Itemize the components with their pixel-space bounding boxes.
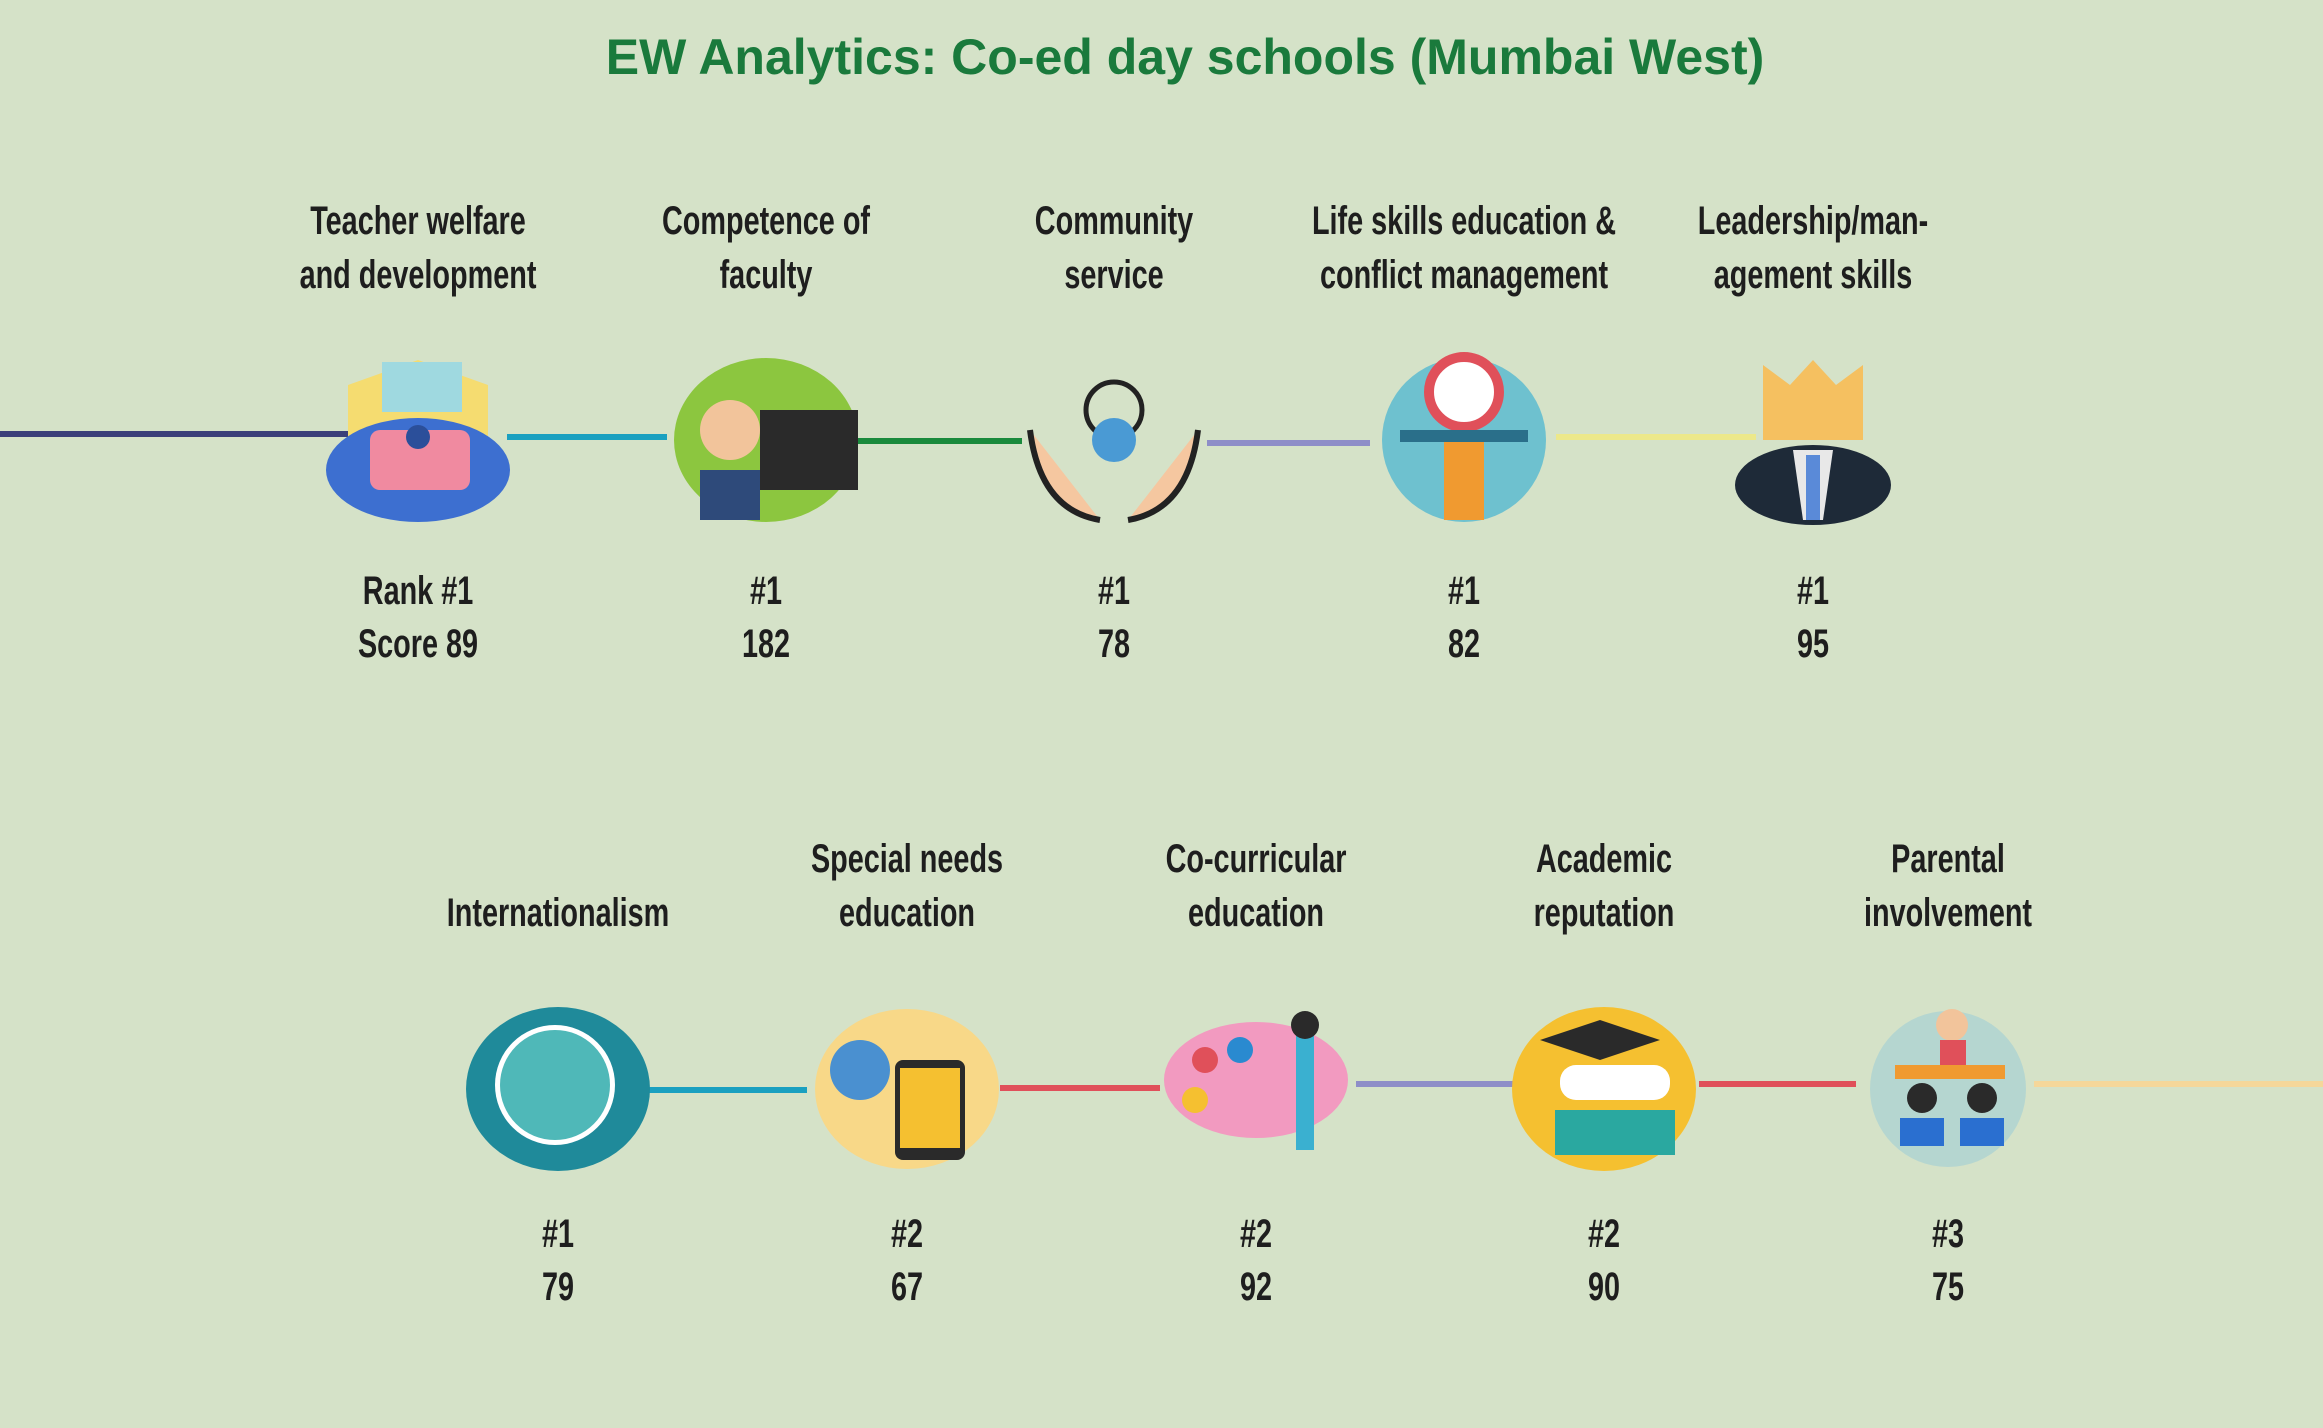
item-score: 78 — [1097, 622, 1131, 666]
item-rank: #1 — [541, 1212, 575, 1256]
item-label: Competence of — [661, 199, 871, 243]
item-label: Community — [1034, 199, 1194, 243]
item-label: and development — [299, 253, 537, 297]
title: EW Analytics: Co-ed day schools (Mumbai … — [605, 29, 1765, 85]
icon-teacher — [326, 360, 510, 522]
item-label: Leadership/man- — [1697, 199, 1929, 243]
item-label: service — [1064, 253, 1164, 297]
item-score: Score 89 — [357, 622, 479, 666]
item-score: 67 — [890, 1265, 924, 1309]
item-rank: #1 — [749, 569, 783, 613]
icon-special-needs — [815, 1009, 999, 1169]
item-rank: #1 — [1097, 569, 1131, 613]
item-label: Special needs — [810, 837, 1004, 881]
item-label: Life skills education & — [1311, 199, 1617, 243]
item-label: Academic — [1535, 837, 1673, 881]
item-score: 75 — [1931, 1265, 1965, 1309]
item-rank: Rank #1 — [362, 569, 474, 613]
icon-life-skills — [1382, 352, 1546, 522]
icon-faculty — [674, 358, 858, 522]
item-score: 79 — [541, 1265, 575, 1309]
item-label: conflict management — [1319, 253, 1609, 297]
item-label: reputation — [1533, 891, 1675, 935]
item-rank: #1 — [1447, 569, 1481, 613]
connectors — [0, 431, 2323, 1093]
icons — [326, 352, 2026, 1171]
item-score: 92 — [1239, 1265, 1273, 1309]
item-label: involvement — [1863, 891, 2033, 935]
icon-parental — [1870, 1009, 2026, 1167]
item-rank: #2 — [1587, 1212, 1621, 1256]
icon-academic — [1512, 1007, 1696, 1171]
item-rank: #1 — [1796, 569, 1830, 613]
item-score: 82 — [1447, 622, 1481, 666]
item-label: education — [1187, 891, 1325, 935]
item-rank: #2 — [890, 1212, 924, 1256]
item-label: Co-curricular — [1165, 837, 1347, 881]
icon-co-curricular — [1164, 1011, 1348, 1150]
item-label: Internationalism — [446, 891, 670, 935]
item-label: faculty — [719, 253, 813, 297]
item-score: 95 — [1796, 622, 1830, 666]
icon-globe — [466, 1007, 650, 1171]
icon-leadership — [1735, 360, 1891, 525]
item-label: Teacher welfare — [310, 199, 526, 243]
item-rank: #2 — [1239, 1212, 1273, 1256]
item-score: 90 — [1587, 1265, 1621, 1309]
item-score: 182 — [741, 622, 791, 666]
item-label: Parental — [1891, 837, 2005, 881]
icon-community — [1027, 379, 1201, 523]
item-rank: #3 — [1931, 1212, 1965, 1256]
item-label: agement skills — [1713, 253, 1913, 297]
item-label: education — [838, 891, 976, 935]
